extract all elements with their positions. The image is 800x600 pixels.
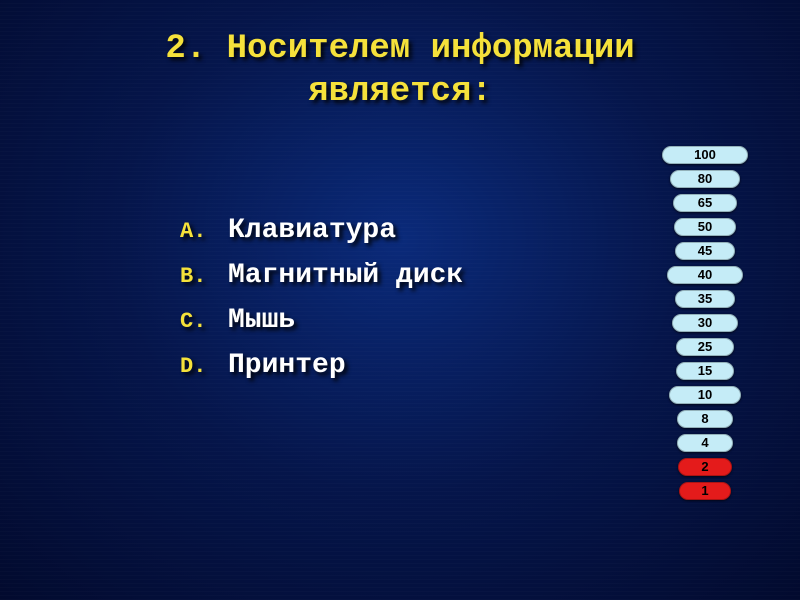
answer-option[interactable]: B. Магнитный диск	[180, 260, 463, 291]
question-title-line2: является:	[0, 71, 800, 114]
answer-text: Магнитный диск	[228, 260, 463, 291]
ladder-step: 35	[675, 290, 735, 308]
ladder-step: 40	[667, 266, 743, 284]
question-title: 2. Носителем информации является:	[0, 0, 800, 113]
score-ladder: 100 80 65 50 45 40 35 30 25 15 10 8 4 2 …	[662, 146, 748, 500]
answer-option[interactable]: D. Принтер	[180, 350, 463, 381]
ladder-step: 1	[679, 482, 731, 500]
answer-text: Клавиатура	[228, 215, 396, 246]
ladder-step: 30	[672, 314, 738, 332]
answers-block: A. Клавиатура B. Магнитный диск C. Мышь …	[180, 215, 463, 395]
answer-option[interactable]: A. Клавиатура	[180, 215, 463, 246]
ladder-step: 25	[676, 338, 734, 356]
ladder-step: 45	[675, 242, 735, 260]
ladder-step: 4	[677, 434, 733, 452]
ladder-step: 100	[662, 146, 748, 164]
ladder-step: 65	[673, 194, 737, 212]
ladder-step: 80	[670, 170, 740, 188]
answer-option[interactable]: C. Мышь	[180, 305, 463, 336]
answer-letter: C.	[180, 309, 228, 334]
answer-text: Принтер	[228, 350, 346, 381]
answer-letter: D.	[180, 354, 228, 379]
ladder-step: 2	[678, 458, 732, 476]
answer-letter: A.	[180, 219, 228, 244]
answer-letter: B.	[180, 264, 228, 289]
question-title-line1: 2. Носителем информации	[0, 28, 800, 71]
ladder-step: 50	[674, 218, 736, 236]
answer-text: Мышь	[228, 305, 295, 336]
ladder-step: 8	[677, 410, 733, 428]
ladder-step: 10	[669, 386, 741, 404]
ladder-step: 15	[676, 362, 734, 380]
